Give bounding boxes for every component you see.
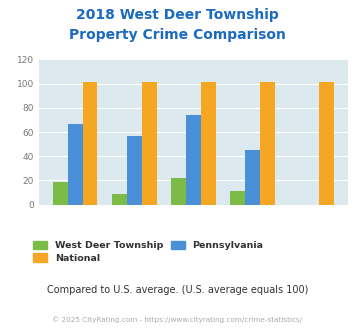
Legend: West Deer Township, National, Pennsylvania: West Deer Township, National, Pennsylvan… — [33, 241, 263, 263]
Text: Compared to U.S. average. (U.S. average equals 100): Compared to U.S. average. (U.S. average … — [47, 285, 308, 295]
Bar — [127, 136, 142, 205]
Bar — [171, 178, 186, 205]
Bar — [186, 115, 201, 205]
Text: 2018 West Deer Township: 2018 West Deer Township — [76, 8, 279, 22]
Text: © 2025 CityRating.com - https://www.cityrating.com/crime-statistics/: © 2025 CityRating.com - https://www.city… — [53, 317, 302, 323]
Bar — [83, 82, 97, 205]
Bar — [245, 150, 260, 205]
Bar — [142, 82, 157, 205]
Bar — [260, 82, 275, 205]
Bar — [201, 82, 215, 205]
Bar — [53, 182, 68, 205]
Bar — [68, 123, 83, 205]
Bar — [230, 191, 245, 205]
Bar — [319, 82, 334, 205]
Bar — [112, 194, 127, 205]
Text: Property Crime Comparison: Property Crime Comparison — [69, 28, 286, 42]
